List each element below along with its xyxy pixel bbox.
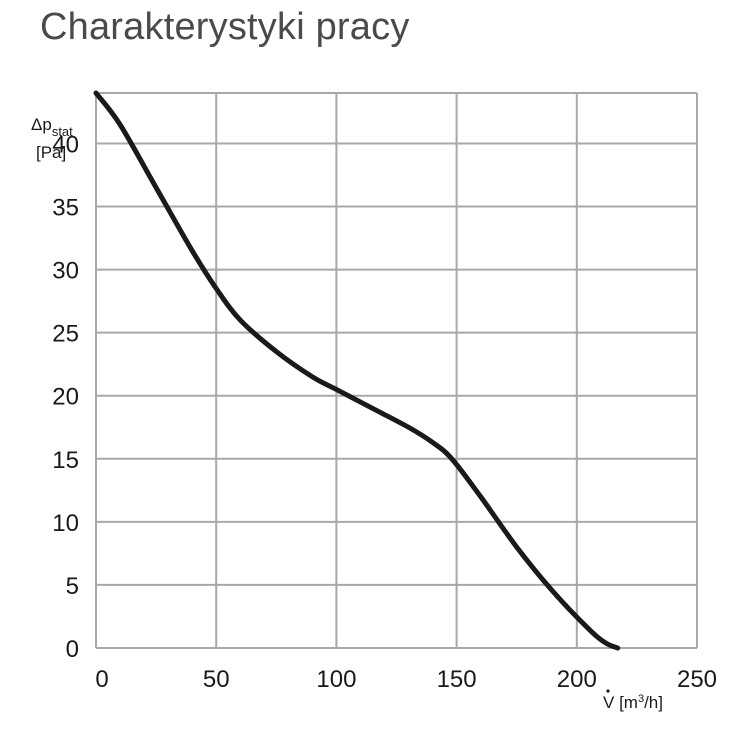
x-tick-label-150: 150: [437, 666, 477, 693]
y-tick-label-5: 5: [66, 573, 79, 600]
y-tick-label-10: 10: [52, 510, 79, 537]
chart-title: Charakterystyki pracy: [40, 6, 410, 48]
x-tick-label-0: 0: [95, 666, 108, 693]
y-axis-label: Δpstat: [31, 115, 73, 139]
y-tick-label-40: 40: [52, 131, 79, 158]
flow-rate-dot: [606, 689, 610, 693]
y-tick-labels: 0 5 10 15 20 25 30 35 40: [52, 131, 79, 663]
x-tick-label-250: 250: [677, 666, 717, 693]
x-axis-label: V [m3/h]: [603, 693, 663, 712]
y-tick-label-20: 20: [52, 384, 79, 411]
y-tick-label-35: 35: [52, 195, 79, 222]
y-tick-label-30: 30: [52, 258, 79, 285]
x-tick-label-200: 200: [557, 666, 597, 693]
performance-curve: [93, 90, 621, 651]
y-tick-label-25: 25: [52, 321, 79, 348]
x-tick-label-50: 50: [203, 666, 230, 693]
y-tick-label-0: 0: [66, 636, 79, 663]
grid: [95, 92, 698, 649]
y-axis-unit: [Pa]: [36, 143, 66, 162]
y-tick-label-15: 15: [52, 447, 79, 474]
x-tick-label-100: 100: [316, 666, 356, 693]
x-tick-labels: 0 50 100 150 200 250: [95, 666, 717, 693]
